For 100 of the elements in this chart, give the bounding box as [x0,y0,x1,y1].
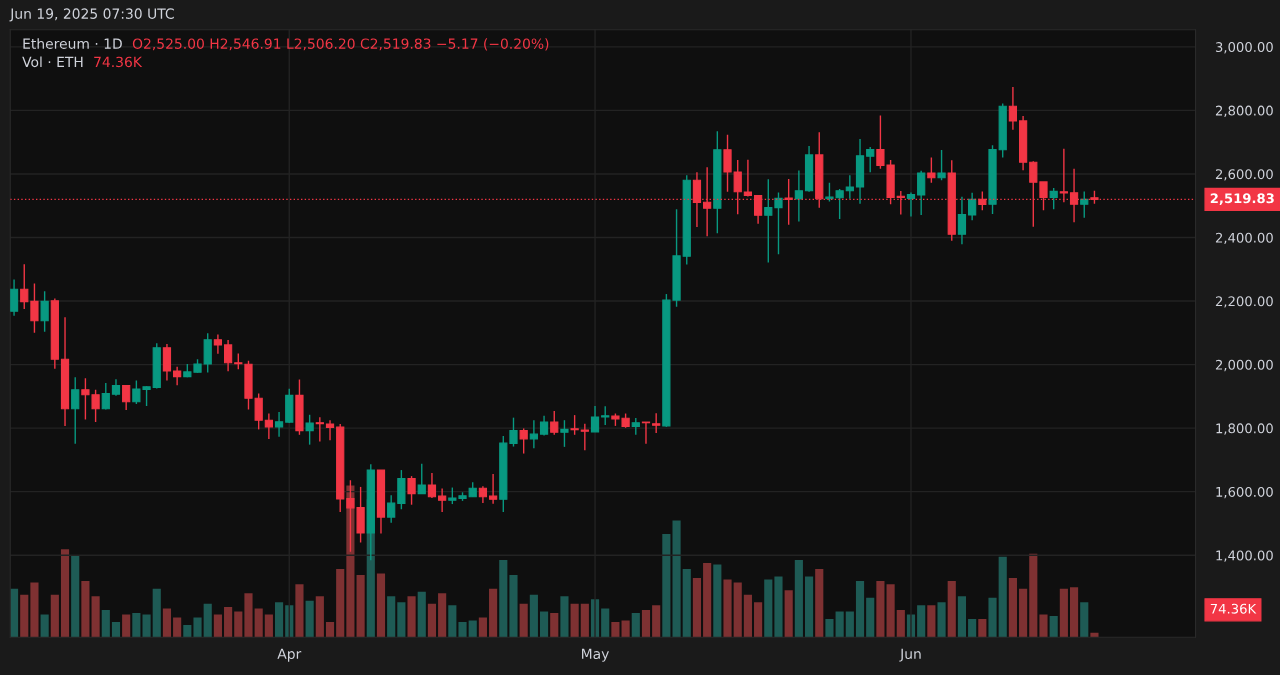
bar [937,602,946,638]
candlestick [550,410,559,436]
bar [81,581,90,638]
candlestick [122,384,131,411]
bar [509,575,518,638]
bar [662,534,671,638]
candlestick [71,376,80,445]
candlestick [407,475,416,506]
candlestick [1049,187,1058,210]
bar [743,594,752,638]
bar [723,579,732,638]
bar [71,555,80,638]
bar [855,581,865,638]
y-tick-label: 2,800.00 [1215,105,1273,117]
bar [1029,553,1038,638]
ref-line-label: 2,519.83 [1210,193,1274,205]
bar [550,612,559,638]
candlestick [20,263,29,310]
bar [305,600,314,638]
y-tick-label: 2,400.00 [1215,232,1273,245]
candlestick [519,427,528,455]
bar [1019,588,1028,638]
bar [733,582,742,638]
bar [927,605,936,638]
candlestick [957,196,967,245]
bar [754,602,763,638]
y-tick-label: 2,000.00 [1215,359,1273,372]
bar [845,611,854,638]
bar [580,603,589,638]
bar [539,611,549,638]
candlestick [968,192,977,222]
bar [631,612,640,638]
candlestick [173,366,182,386]
candlestick [213,333,223,355]
candlestick [315,416,324,443]
bar [244,593,253,638]
bar [213,614,222,638]
x-tick-label: Apr [277,648,302,662]
candlestick [387,494,396,524]
bar [122,614,131,638]
candlestick [488,473,498,505]
bar [234,611,243,638]
candlestick [743,158,753,198]
bar [478,617,487,638]
bar [448,605,457,638]
bar [20,594,29,638]
bar [499,559,508,638]
candlestick [866,146,875,174]
candlestick [917,170,926,216]
bar [468,620,477,638]
bar [968,619,977,638]
y-tick-label: 3,000.00 [1215,42,1273,54]
candlestick [101,382,110,411]
candlestick [30,282,39,334]
bar [1080,602,1089,638]
bar [601,608,610,638]
candlestick [223,339,233,372]
bar [407,596,416,638]
candlestick [529,419,538,449]
y-tick-label: 1,400.00 [1216,550,1273,562]
bar [336,568,345,638]
candlestick [580,422,589,452]
candlestick [560,419,569,448]
text: Jun 19, 2025 07:30 UTC [9,8,174,22]
bar [152,588,161,638]
bar [876,581,885,638]
candlestick [1008,86,1018,131]
candlestick [794,169,803,223]
bar [560,596,569,638]
bar [387,596,396,638]
candlestick [305,414,314,446]
bar [611,622,620,638]
bar [703,562,712,638]
bar [183,625,192,638]
bar [203,603,212,638]
bar [672,520,681,638]
bar [111,622,121,638]
candlestick [427,472,437,499]
bar [692,578,702,638]
y-tick-label: 1,800.00 [1216,423,1273,435]
bar [947,581,956,638]
bar [1069,587,1079,638]
bar [264,614,273,638]
bar [254,608,263,638]
bar [866,597,875,638]
bar [682,568,691,638]
bar [774,576,783,638]
candlestick [274,411,284,438]
bar [1008,578,1017,638]
bar [397,602,406,638]
bar [886,584,895,638]
candlestick [325,419,335,441]
bar [101,609,110,638]
bar [998,556,1007,638]
bar [896,609,905,638]
bar [50,594,59,638]
bar [764,579,773,638]
candlestick [845,174,854,200]
bar [978,619,987,638]
bar [60,549,70,638]
